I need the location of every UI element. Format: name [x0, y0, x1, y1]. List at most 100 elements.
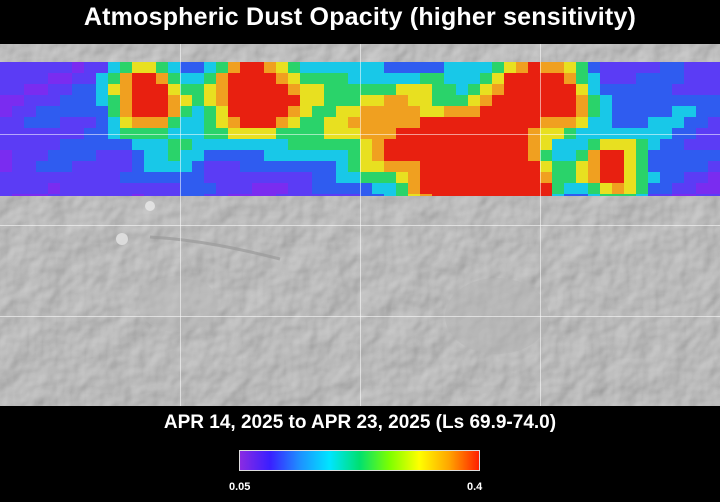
dust-cell	[180, 139, 192, 150]
dust-cell	[276, 161, 288, 172]
dust-cell	[456, 172, 468, 183]
dust-cell	[636, 128, 648, 139]
dust-cell	[348, 128, 360, 139]
dust-cell	[396, 106, 408, 117]
dust-cell	[600, 172, 612, 183]
dust-cell	[540, 183, 552, 194]
dust-cell	[612, 161, 624, 172]
dust-cell	[492, 139, 504, 150]
dust-cell	[480, 62, 492, 73]
dust-cell	[480, 194, 492, 196]
dust-cell	[144, 128, 156, 139]
dust-cell	[276, 128, 288, 139]
dust-cell	[12, 172, 24, 183]
dust-cell	[684, 128, 696, 139]
dust-cell	[372, 194, 384, 196]
dust-cell	[0, 150, 12, 161]
dust-cell	[552, 117, 564, 128]
dust-cell	[60, 161, 72, 172]
dust-cell	[432, 194, 444, 196]
dust-cell	[120, 183, 132, 194]
dust-cell	[576, 106, 588, 117]
dust-cell	[168, 73, 180, 84]
dust-cell	[684, 117, 696, 128]
dust-cell	[708, 106, 720, 117]
dust-cell	[384, 139, 396, 150]
dust-cell	[168, 172, 180, 183]
dust-cell	[264, 84, 276, 95]
dust-cell	[96, 172, 108, 183]
dust-cell	[492, 183, 504, 194]
dust-cell	[48, 106, 60, 117]
dust-cell	[432, 172, 444, 183]
dust-cell	[264, 150, 276, 161]
dust-cell	[156, 194, 168, 196]
dust-cell	[648, 73, 660, 84]
dust-cell	[384, 84, 396, 95]
dust-cell	[12, 84, 24, 95]
dust-cell	[0, 117, 12, 128]
dust-cell	[216, 183, 228, 194]
dust-cell	[360, 73, 372, 84]
dust-cell	[216, 139, 228, 150]
dust-cell	[108, 62, 120, 73]
dust-cell	[84, 106, 96, 117]
dust-cell	[72, 73, 84, 84]
dust-cell	[528, 150, 540, 161]
dust-cell	[636, 194, 648, 196]
dust-cell	[60, 172, 72, 183]
dust-cell	[552, 161, 564, 172]
dust-cell	[84, 139, 96, 150]
dust-cell	[96, 84, 108, 95]
dust-cell	[108, 117, 120, 128]
dust-cell	[156, 106, 168, 117]
dust-cell	[612, 95, 624, 106]
dust-cell	[36, 73, 48, 84]
dust-cell	[228, 128, 240, 139]
dust-cell	[444, 161, 456, 172]
dust-cell	[312, 161, 324, 172]
dust-cell	[456, 128, 468, 139]
dust-cell	[420, 161, 432, 172]
dust-cell	[132, 139, 144, 150]
dust-cell	[324, 161, 336, 172]
dust-cell	[300, 128, 312, 139]
dust-cell	[84, 183, 96, 194]
dust-cell	[600, 62, 612, 73]
dust-cell	[540, 161, 552, 172]
dust-cell	[72, 194, 84, 196]
dust-cell	[576, 62, 588, 73]
dust-cell	[336, 62, 348, 73]
dust-cell	[360, 161, 372, 172]
dust-cell	[180, 183, 192, 194]
dust-cell	[540, 73, 552, 84]
dust-cell	[504, 128, 516, 139]
dust-cell	[252, 161, 264, 172]
dust-cell	[672, 139, 684, 150]
dust-cell	[564, 84, 576, 95]
dust-cell	[396, 150, 408, 161]
dust-cell	[444, 183, 456, 194]
dust-cell	[540, 128, 552, 139]
dust-cell	[660, 117, 672, 128]
dust-cell	[540, 117, 552, 128]
dust-cell	[420, 62, 432, 73]
dust-cell	[672, 194, 684, 196]
dust-cell	[156, 139, 168, 150]
dust-cell	[204, 150, 216, 161]
dust-cell	[300, 183, 312, 194]
dust-cell	[708, 194, 720, 196]
dust-cell	[312, 128, 324, 139]
dust-cell	[636, 172, 648, 183]
dust-cell	[552, 62, 564, 73]
dust-cell	[504, 95, 516, 106]
dust-cell	[528, 128, 540, 139]
dust-cell	[648, 117, 660, 128]
dust-cell	[684, 106, 696, 117]
dust-cell	[96, 183, 108, 194]
dust-cell	[468, 150, 480, 161]
dust-cell	[252, 117, 264, 128]
dust-cell	[696, 95, 708, 106]
dust-cell	[264, 62, 276, 73]
dust-cell	[684, 150, 696, 161]
